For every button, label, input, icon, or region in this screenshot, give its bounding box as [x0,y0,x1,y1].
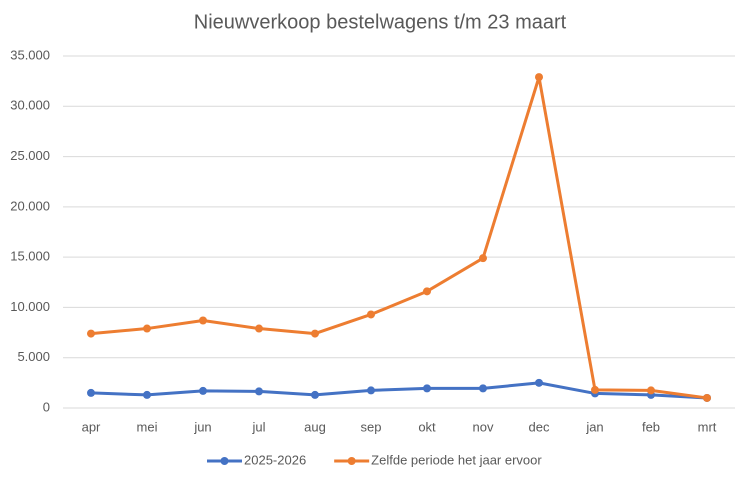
point [423,384,431,393]
x-tick-label: nov [473,419,494,434]
x-tick-label: feb [642,419,660,434]
y-tick-label: 0 [43,399,50,414]
y-tick-label: 5.000 [17,349,50,364]
point [311,390,319,399]
point [535,378,543,387]
legend-marker [220,457,229,465]
x-tick-label: mrt [698,419,717,434]
point [143,324,151,333]
y-tick-label: 35.000 [10,47,50,62]
x-tick-label: okt [418,419,436,434]
chart-title: Nieuwverkoop bestelwagens t/m 23 maart [194,11,567,33]
point [423,287,431,296]
point [367,310,375,319]
point [87,329,95,338]
point [255,324,263,333]
point [591,385,599,394]
x-tick-label: jun [193,419,211,434]
x-tick-label: jan [585,419,603,434]
point [255,387,263,396]
point [479,384,487,393]
point [479,254,487,263]
x-tick-label: apr [82,419,101,434]
point [199,316,207,325]
series-line [90,381,708,400]
x-tick-label: aug [304,419,326,434]
y-tick-label: 30.000 [10,98,50,113]
y-tick-label: 25.000 [10,148,50,163]
point [311,329,319,338]
legend-label: 2025-2026 [244,452,306,467]
x-tick-label: mei [137,419,158,434]
point [647,386,655,395]
point [367,386,375,395]
x-tick-label: sep [361,419,382,434]
y-tick-label: 10.000 [10,299,50,314]
point [143,390,151,399]
x-tick-label: dec [529,419,550,434]
point [703,393,711,402]
y-tick-label: 20.000 [10,198,50,213]
x-tick-label: jul [251,419,265,434]
point [535,73,543,82]
point [87,388,95,397]
legend-label: Zelfde periode het jaar ervoor [371,452,542,467]
y-tick-label: 15.000 [10,249,50,264]
legend-marker [347,457,356,465]
series-line [90,75,708,400]
point [199,386,207,395]
